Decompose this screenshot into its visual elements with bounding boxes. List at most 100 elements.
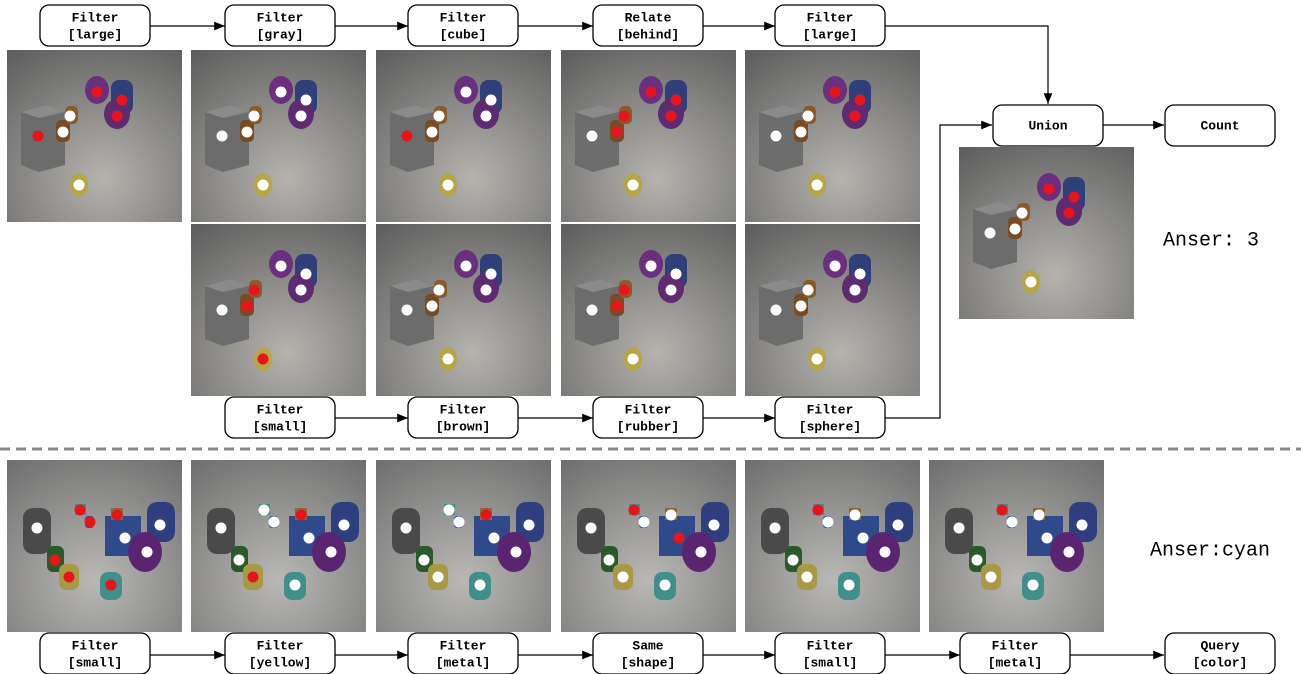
attention-dot <box>997 505 1008 516</box>
attention-dot <box>612 127 623 138</box>
attention-dot <box>893 520 904 531</box>
attention-dot <box>443 354 454 365</box>
node-op: Filter <box>807 10 854 25</box>
attention-dot <box>454 517 465 528</box>
answer: Anser: 3 <box>1163 229 1259 252</box>
attention-dot <box>74 180 85 191</box>
attention-dot <box>92 87 103 98</box>
attention-dot <box>481 510 492 521</box>
attention-dot <box>524 520 535 531</box>
diagram: Anser: 3 Anser:cyan Filter[large]Filter[… <box>0 0 1301 674</box>
attention-dot <box>402 305 413 316</box>
attention-dot <box>301 95 312 106</box>
attention-dot <box>475 580 486 591</box>
attention-dot <box>290 580 301 591</box>
attention-dot <box>296 510 307 521</box>
attention-dot <box>639 517 650 528</box>
attention-dot <box>461 87 472 98</box>
attention-dot <box>259 505 270 516</box>
attention-dot <box>618 572 629 583</box>
node-op: Filter <box>807 402 854 417</box>
attention-dot <box>850 285 861 296</box>
node-op: Filter <box>440 402 487 417</box>
scene-image <box>929 460 1104 632</box>
program-node: Same[shape] <box>593 633 703 674</box>
attention-dot <box>671 95 682 106</box>
attention-dot <box>269 517 280 528</box>
attention-dot <box>444 505 455 516</box>
program-node: Filter[metal] <box>408 633 518 674</box>
attention-dot <box>619 285 630 296</box>
attention-dot <box>850 510 861 521</box>
attention-dot <box>674 533 685 544</box>
attention-dot <box>855 95 866 106</box>
scene-image <box>561 224 736 396</box>
node-arg: [gray] <box>257 27 304 42</box>
node-arg: [brown] <box>436 419 491 434</box>
node-arg: [small] <box>803 655 858 670</box>
attention-dot <box>771 131 782 142</box>
attention-dot <box>489 533 500 544</box>
attention-dot <box>771 305 782 316</box>
program-node: Relate[behind] <box>593 5 703 46</box>
program-node: Filter [cube] <box>408 5 518 46</box>
attention-dot <box>434 285 445 296</box>
program-node: Filter[small] <box>40 633 150 674</box>
attention-dot <box>481 111 492 122</box>
attention-dot <box>1010 224 1021 235</box>
node-op: Relate <box>625 10 672 25</box>
program-node: Filter[large] <box>775 5 885 46</box>
attention-dot <box>258 180 269 191</box>
attention-dot <box>276 87 287 98</box>
attention-dot <box>986 572 997 583</box>
scene-image <box>376 224 551 396</box>
attention-dot <box>802 572 813 583</box>
attention-dot <box>434 111 445 122</box>
attention-dot <box>401 523 412 534</box>
attention-dot <box>954 523 965 534</box>
attention-dot <box>249 111 260 122</box>
attention-dot <box>326 547 337 558</box>
attention-dot <box>296 111 307 122</box>
program-node: Filter [brown] <box>408 397 518 438</box>
attention-dot <box>604 555 615 566</box>
attention-dot <box>427 301 438 312</box>
attention-dot <box>586 523 597 534</box>
node-label: Union <box>1028 118 1067 133</box>
node-op: Filter <box>257 10 304 25</box>
attention-dot <box>155 520 166 531</box>
attention-dot <box>1028 580 1039 591</box>
program-node: Filter[yellow] <box>225 633 335 674</box>
attention-dot <box>1026 277 1037 288</box>
node-arg: [small] <box>253 419 308 434</box>
attention-dot <box>612 301 623 312</box>
attention-dot <box>248 572 259 583</box>
program-node: Filter[large] <box>40 5 150 46</box>
scene-image <box>7 460 182 632</box>
attention-dot <box>234 555 245 566</box>
attention-dot <box>629 505 640 516</box>
attention-dot <box>1077 520 1088 531</box>
attention-dot <box>587 131 598 142</box>
node-arg: [metal] <box>988 655 1043 670</box>
node-op: Filter <box>72 638 119 653</box>
node-arg: [cube] <box>440 27 487 42</box>
attention-dot <box>813 505 824 516</box>
attention-dot <box>880 547 891 558</box>
attention-dot <box>646 87 657 98</box>
attention-dot <box>1042 533 1053 544</box>
attention-dot <box>64 572 75 583</box>
attention-dot <box>1064 547 1075 558</box>
attention-dot <box>696 547 707 558</box>
program-node: Filter [gray] <box>225 5 335 46</box>
scene-image <box>191 224 366 396</box>
program-node: Filter[metal] <box>960 633 1070 674</box>
node-label: Count <box>1200 118 1239 133</box>
node-op: Filter <box>440 10 487 25</box>
attention-dot <box>666 111 677 122</box>
attention-dot <box>75 505 86 516</box>
attention-dot <box>1007 517 1018 528</box>
attention-dot <box>427 127 438 138</box>
attention-dot <box>1017 208 1028 219</box>
program-node: Filter[small] <box>775 633 885 674</box>
